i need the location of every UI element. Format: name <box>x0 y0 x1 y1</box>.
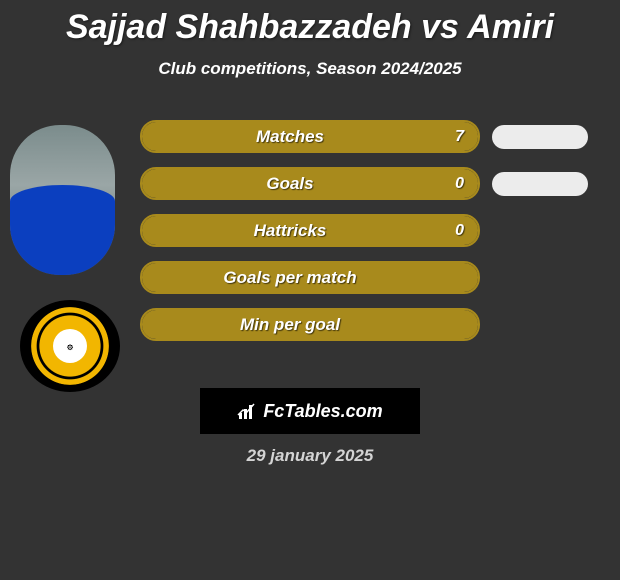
subtitle: Club competitions, Season 2024/2025 <box>0 59 620 79</box>
page-title: Sajjad Shahbazzadeh vs Amiri <box>0 0 620 47</box>
stat-value: 7 <box>455 128 464 146</box>
stat-label: Goals <box>142 174 438 194</box>
player-jersey-shape <box>10 185 115 275</box>
club-badge-core: ۞ <box>53 329 87 363</box>
stat-label: Min per goal <box>142 315 438 335</box>
stat-row: Goals 0 <box>140 167 600 200</box>
date-text: 29 january 2025 <box>0 446 620 466</box>
stat-pill: Min per goal <box>140 308 480 341</box>
club-badge: ۞ <box>20 300 120 392</box>
stat-label: Hattricks <box>142 221 438 241</box>
player-photo <box>10 125 115 275</box>
stat-label: Matches <box>142 127 438 147</box>
comparison-chip <box>492 125 588 149</box>
brand-badge[interactable]: FcTables.com <box>200 388 420 434</box>
stat-pill: Goals 0 <box>140 167 480 200</box>
stat-pill: Matches 7 <box>140 120 480 153</box>
stat-label: Goals per match <box>142 268 438 288</box>
stat-row: Min per goal <box>140 308 600 341</box>
comparison-chip <box>492 172 588 196</box>
stat-value: 0 <box>455 175 464 193</box>
stat-pill: Hattricks 0 <box>140 214 480 247</box>
stat-pill: Goals per match <box>140 261 480 294</box>
stat-row: Goals per match <box>140 261 600 294</box>
stat-value: 0 <box>455 222 464 240</box>
brand-text: FcTables.com <box>263 401 382 422</box>
stat-row: Matches 7 <box>140 120 600 153</box>
stat-row: Hattricks 0 <box>140 214 600 247</box>
bar-chart-icon <box>237 401 257 421</box>
stats-list: Matches 7 Goals 0 Hattricks 0 Goals per match M… <box>140 120 600 355</box>
club-badge-ring: ۞ <box>31 307 109 385</box>
